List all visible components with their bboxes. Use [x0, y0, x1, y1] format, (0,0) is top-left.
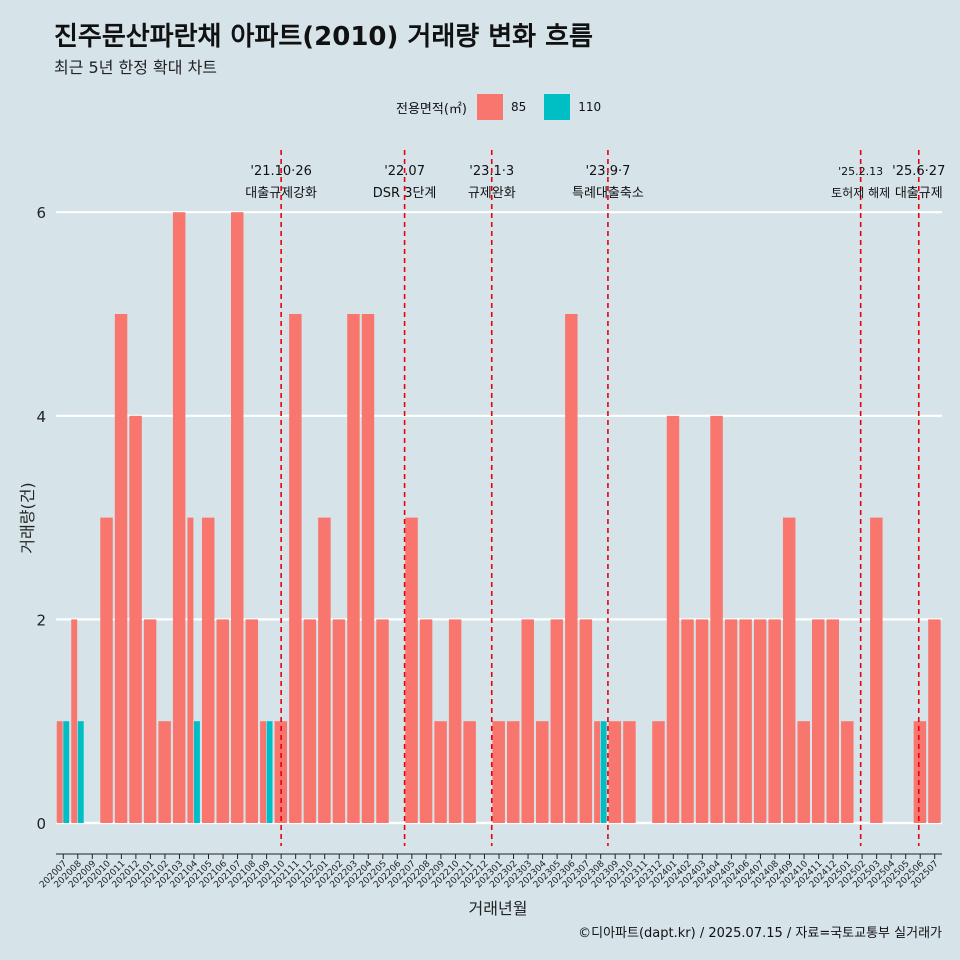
y-tick-label: 2	[36, 611, 46, 629]
bar-85-202406	[739, 619, 752, 823]
bar-85-202010	[100, 517, 113, 823]
legend-label-85: 85	[510, 100, 527, 114]
bar-85-202501	[841, 721, 854, 823]
bar-110-202104	[193, 721, 200, 823]
bar-85-202304	[536, 721, 549, 823]
bar-85-202507	[928, 619, 941, 823]
bar-85-202105	[201, 517, 215, 823]
bar-85-202411	[812, 619, 825, 823]
bar-85-202405	[724, 619, 738, 823]
bar-110-202008	[77, 721, 84, 823]
event-label: 규제완화	[468, 186, 516, 201]
y-tick-label: 4	[36, 408, 46, 426]
legend-title: 전용면적(㎡)	[396, 101, 467, 117]
event-date: '21.10·26	[250, 164, 311, 179]
bar-85-202312	[652, 721, 665, 823]
legend: 전용면적(㎡) 85 110	[396, 92, 619, 122]
bar-85-202503	[870, 517, 883, 823]
bar-110-202308	[600, 721, 607, 823]
bar-85-202204	[361, 314, 375, 823]
bar-85-202104	[187, 517, 194, 823]
event-date: '23.9·7	[585, 164, 630, 179]
bar-85-202309	[608, 721, 622, 823]
event-date: '25.2.13	[838, 165, 883, 178]
event-label: 대출규제	[895, 186, 943, 201]
source-caption: ©디아파트(dapt.kr) / 2025.07.15 / 자료=국토교통부 실…	[578, 926, 942, 941]
bar-85-202401	[666, 415, 680, 823]
event-date: '22.07	[384, 164, 425, 179]
bar-85-202402	[681, 619, 694, 823]
bar-85-202303	[521, 619, 534, 823]
legend-swatch-110	[544, 94, 571, 120]
bar-85-202108	[245, 619, 259, 823]
bar-85-202409	[782, 517, 796, 823]
event-label: DSR 3단계	[373, 186, 437, 201]
chart-subtitle: 최근 5년 한정 확대 차트	[54, 58, 218, 77]
bars	[56, 212, 941, 823]
x-axis-label: 거래년월	[469, 899, 528, 918]
bar-85-202011	[114, 314, 128, 823]
bar-85-202403	[695, 619, 709, 823]
bar-85-202307	[579, 619, 593, 823]
y-tick-label: 0	[36, 815, 46, 833]
bar-85-202103	[172, 212, 186, 823]
bar-85-202210	[448, 619, 462, 823]
event-date: '25.6·27	[892, 164, 945, 179]
bar-85-202101	[143, 619, 157, 823]
bar-85-202107	[231, 212, 244, 823]
bar-85-202008	[71, 619, 78, 823]
bar-85-202203	[347, 314, 360, 823]
bar-85-202412	[826, 619, 840, 823]
bar-85-202102	[158, 721, 171, 823]
bar-85-202205	[376, 619, 389, 823]
bar-85-202106	[216, 619, 229, 823]
bar-85-202301	[492, 721, 505, 823]
y-axis-label: 거래량(건)	[18, 482, 37, 553]
bar-85-202408	[768, 619, 781, 823]
legend-swatch-85	[476, 94, 503, 120]
bar-85-202209	[434, 721, 447, 823]
bar-85-202208	[419, 619, 433, 823]
bar-85-202012	[129, 415, 142, 823]
bar-85-202306	[565, 314, 578, 823]
event-label: 대출규제강화	[245, 186, 317, 201]
bar-85-202506	[913, 721, 927, 823]
bar-85-202407	[753, 619, 767, 823]
bar-85-202007	[56, 721, 63, 823]
bar-110-202109	[266, 721, 273, 823]
bar-85-202111	[289, 314, 302, 823]
bar-85-202302	[506, 721, 520, 823]
bar-110-202007	[63, 721, 70, 823]
event-date: '23.1·3	[469, 164, 514, 179]
bar-85-202404	[710, 415, 723, 823]
event-label: 특례대출축소	[572, 186, 644, 201]
y-tick-label: 6	[36, 204, 46, 222]
bar-85-202410	[797, 721, 810, 823]
bar-85-202211	[463, 721, 476, 823]
bar-85-202305	[550, 619, 564, 823]
chart-title: 진주문산파란채 아파트(2010) 거래량 변화 흐름	[54, 22, 593, 52]
bar-85-202310	[623, 721, 636, 823]
event-label: 토허제 해제	[831, 186, 890, 200]
bar-85-202308	[594, 721, 601, 823]
legend-label-110: 110	[578, 100, 602, 114]
bar-85-202112	[303, 619, 317, 823]
bar-85-202207	[405, 517, 418, 823]
bar-85-202202	[332, 619, 346, 823]
event-lines: '21.10·26 대출규제강화 '22.07 DSR 3단계 '23.1·3 규제완화 '…	[245, 150, 945, 846]
bar-85-202201	[318, 517, 331, 823]
bar-85-202109	[260, 721, 267, 823]
